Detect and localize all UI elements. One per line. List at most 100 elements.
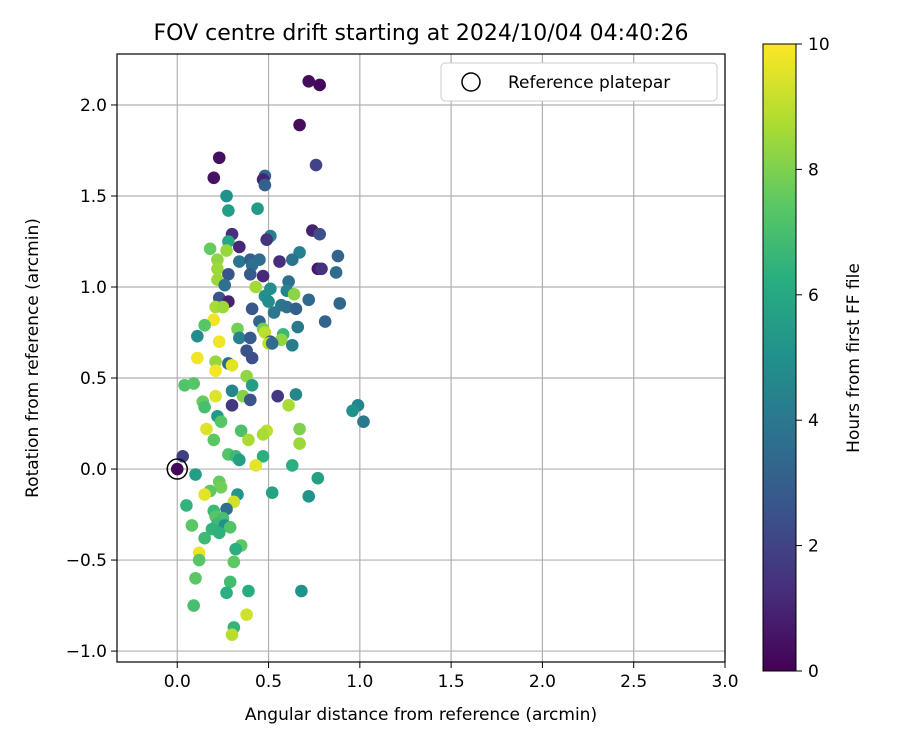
colorbar-tick-label: 6 <box>808 286 819 306</box>
plot-frame <box>116 53 726 663</box>
colorbar-label: Hours from first FF file <box>844 263 864 453</box>
data-point <box>189 468 202 481</box>
data-point <box>207 171 221 185</box>
data-point <box>267 306 281 319</box>
x-axis-label: Angular distance from reference (arcmin) <box>245 705 597 725</box>
data-point <box>311 471 325 485</box>
data-point <box>285 253 299 267</box>
data-point <box>211 262 224 276</box>
data-point <box>216 300 230 314</box>
data-point <box>243 331 257 345</box>
colorbar-tick-label: 10 <box>808 35 830 55</box>
grid-lines <box>117 54 726 662</box>
legend-box <box>440 62 718 102</box>
colorbar-ticks: 0 2 4 6 8 10 <box>796 35 830 682</box>
data-point <box>187 377 200 390</box>
y-tick-label: −1.0 <box>66 642 107 662</box>
data-point <box>302 75 316 88</box>
data-point <box>198 488 211 501</box>
data-point <box>214 480 228 494</box>
data-point <box>287 287 301 301</box>
data-point <box>220 189 233 203</box>
data-point <box>240 369 253 383</box>
data-point <box>211 253 224 267</box>
data-point <box>245 351 259 365</box>
data-point <box>185 519 199 532</box>
data-point <box>331 249 345 263</box>
colorbar-tick-label: 0 <box>808 662 819 682</box>
y-tick-label: 2.0 <box>80 96 107 116</box>
data-point <box>295 584 308 598</box>
data-point <box>289 388 303 401</box>
data-point <box>262 295 275 308</box>
data-point <box>258 326 272 339</box>
data-point <box>192 553 206 567</box>
data-point <box>346 404 359 418</box>
data-point <box>233 240 246 254</box>
legend: Reference platepar <box>440 62 718 102</box>
data-point <box>291 320 305 334</box>
data-point <box>245 379 259 392</box>
y-tick-label: 1.5 <box>80 187 107 207</box>
y-axis-label: Rotation from reference (arcmin) <box>23 218 43 498</box>
data-point <box>242 433 255 447</box>
data-point <box>207 433 221 447</box>
data-point <box>225 358 239 372</box>
data-point <box>220 244 233 257</box>
data-point <box>223 575 237 589</box>
data-point <box>214 415 228 429</box>
data-point <box>209 389 222 403</box>
data-point <box>198 400 211 414</box>
data-point <box>282 399 295 412</box>
data-point <box>189 571 202 585</box>
data-point <box>225 384 239 398</box>
data-point <box>243 267 257 281</box>
data-point <box>191 351 204 365</box>
y-tick-label: 0.0 <box>80 460 107 480</box>
data-point <box>234 424 248 438</box>
data-point <box>265 337 279 350</box>
data-point <box>198 318 211 332</box>
data-point <box>209 355 222 368</box>
data-point <box>198 531 211 545</box>
data-point <box>329 266 343 279</box>
data-point <box>302 293 316 307</box>
data-point <box>225 399 239 412</box>
data-point <box>212 151 226 165</box>
data-point <box>285 459 299 472</box>
data-point <box>218 278 232 292</box>
data-point <box>333 297 347 310</box>
data-point <box>309 158 323 172</box>
data-point <box>313 78 326 92</box>
data-point <box>273 255 286 268</box>
x-tick-label: 0.0 <box>164 672 191 692</box>
data-point <box>212 526 226 540</box>
data-point <box>242 584 255 598</box>
data-point <box>285 338 299 352</box>
data-point <box>207 313 221 327</box>
data-point <box>229 542 242 556</box>
data-point <box>315 262 328 276</box>
x-tick-label: 1.5 <box>438 672 465 692</box>
x-tick-label: 2.5 <box>620 672 647 692</box>
y-axis-ticks: −1.0 −0.5 0.0 0.5 1.0 1.5 2.0 <box>66 96 117 662</box>
x-axis-ticks: 0.0 0.5 1.0 1.5 2.0 2.5 3.0 <box>164 662 739 692</box>
data-point <box>243 393 257 407</box>
data-point <box>233 331 246 345</box>
data-point <box>245 302 259 316</box>
data-point <box>222 204 235 217</box>
data-point <box>225 628 239 641</box>
data-point <box>357 415 370 429</box>
data-point <box>222 267 235 281</box>
data-point <box>265 486 279 500</box>
data-point <box>203 242 217 256</box>
data-point <box>209 364 222 378</box>
chart-title: FOV centre drift starting at 2024/10/04 … <box>154 21 689 46</box>
data-point <box>289 302 303 316</box>
data-point <box>249 459 263 472</box>
scatter-points <box>170 75 370 641</box>
x-tick-label: 2.0 <box>529 672 556 692</box>
data-point <box>227 555 241 569</box>
